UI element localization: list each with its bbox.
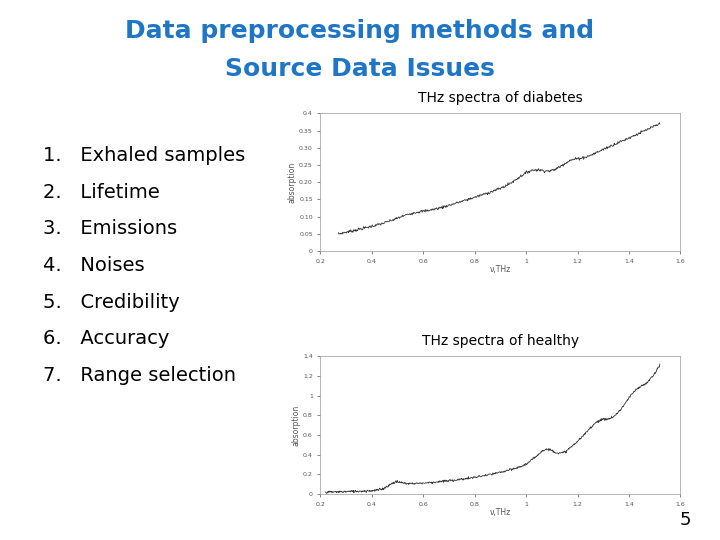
Text: 1.   Exhaled samples: 1. Exhaled samples	[43, 146, 246, 165]
Text: 6.   Accuracy: 6. Accuracy	[43, 329, 170, 348]
Text: 7.   Range selection: 7. Range selection	[43, 366, 236, 385]
X-axis label: ν,THz: ν,THz	[490, 508, 511, 517]
Text: THz spectra of diabetes: THz spectra of diabetes	[418, 91, 582, 105]
Text: Source Data Issues: Source Data Issues	[225, 57, 495, 80]
Text: 5: 5	[680, 511, 691, 529]
X-axis label: ν,THz: ν,THz	[490, 265, 511, 274]
Text: THz spectra of healthy: THz spectra of healthy	[422, 334, 579, 348]
Text: 2.   Lifetime: 2. Lifetime	[43, 183, 160, 201]
Y-axis label: absorption: absorption	[287, 161, 296, 203]
Text: 5.   Credibility: 5. Credibility	[43, 293, 180, 312]
Text: Data preprocessing methods and: Data preprocessing methods and	[125, 19, 595, 43]
Text: 3.   Emissions: 3. Emissions	[43, 219, 177, 238]
Y-axis label: absorption: absorption	[291, 404, 300, 446]
Text: 4.   Noises: 4. Noises	[43, 256, 145, 275]
